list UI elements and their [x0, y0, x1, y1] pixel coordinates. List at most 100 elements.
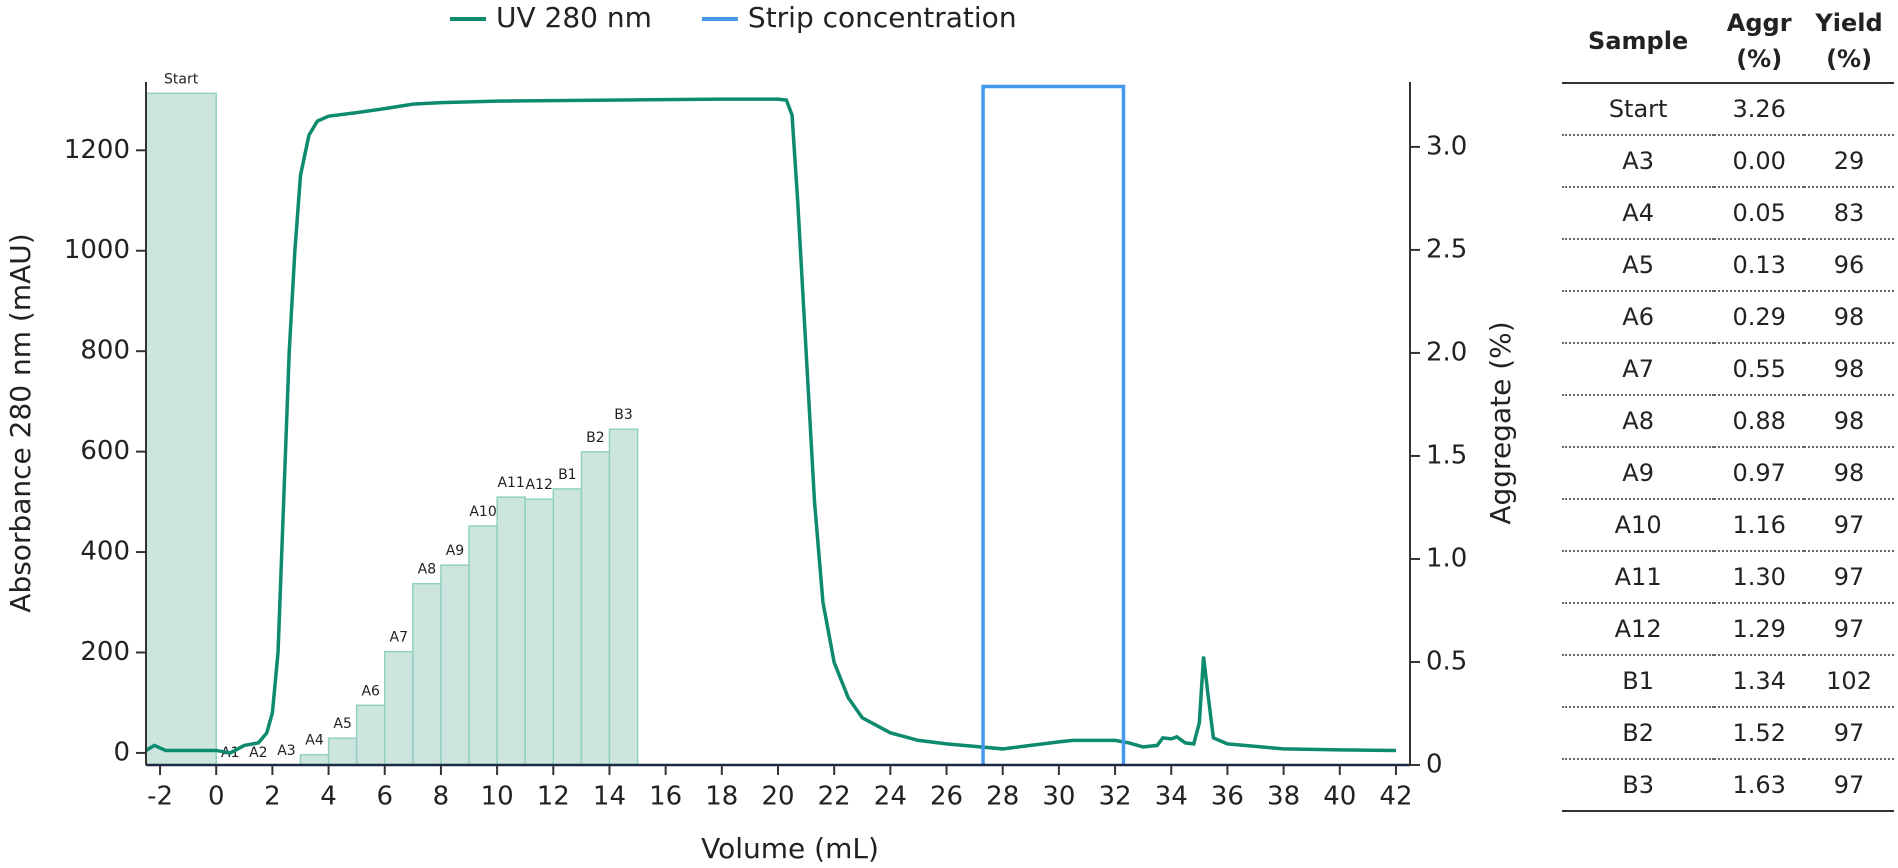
bar-label: A12	[526, 477, 553, 493]
table-cell: B2	[1562, 707, 1715, 760]
table-cell: A3	[1562, 135, 1715, 188]
table-cell: 97	[1804, 759, 1894, 812]
table-cell: 83	[1804, 187, 1894, 240]
y-axis-title: Absorbance 280 nm (mAU)	[4, 233, 37, 612]
bar-label: B1	[558, 467, 577, 483]
table-cell: 0.29	[1714, 291, 1805, 344]
table-cell: 1.30	[1714, 551, 1805, 604]
bar	[327, 737, 358, 766]
bar-label: A9	[446, 543, 464, 559]
x-tick-label: 36	[1211, 782, 1244, 812]
table-row: A3 0.00 29	[1562, 135, 1894, 188]
x-tick-label: 14	[593, 782, 626, 812]
table-cell: 98	[1804, 447, 1894, 500]
table-cell: A12	[1562, 603, 1715, 656]
table-cell: B1	[1562, 655, 1715, 708]
x-tick-label: 10	[481, 782, 514, 812]
summary-table: Sample Aggr (%) Yield (%) Start 3.26 A3 0.00 29…	[1562, 0, 1894, 812]
header-row: Sample Aggr (%) Yield (%)	[1562, 0, 1894, 84]
table-cell: 0.97	[1714, 447, 1805, 500]
table-row: A8 0.88 98	[1562, 395, 1894, 448]
table-cell: 102	[1804, 655, 1894, 708]
legend-label: UV 280 nm	[496, 1, 652, 34]
table-cell: 97	[1804, 551, 1894, 604]
bar-label: A11	[497, 475, 524, 491]
bar	[384, 650, 414, 766]
table-cell: 97	[1804, 499, 1894, 552]
bar	[580, 451, 611, 766]
legend-label: Strip concentration	[748, 1, 1017, 34]
table-row: A6 0.29 98	[1562, 291, 1894, 344]
y2-tick-label: 2.0	[1426, 337, 1467, 367]
table-cell: 96	[1804, 239, 1894, 292]
table-cell: 98	[1804, 343, 1894, 396]
table-row: A4 0.05 83	[1562, 187, 1894, 240]
y-tick-label: 800	[80, 336, 130, 366]
bar	[412, 582, 442, 766]
table-cell: 98	[1804, 395, 1894, 448]
bar-label: A8	[418, 562, 436, 578]
y-tick-label: 1000	[64, 235, 130, 265]
x-tick-label: 28	[986, 782, 1019, 812]
y-tick-label: 200	[80, 637, 130, 667]
table-cell: 0.00	[1714, 135, 1805, 188]
table-row: A9 0.97 98	[1562, 447, 1894, 500]
x-tick-label: 22	[818, 782, 851, 812]
x-tick-label: 38	[1267, 782, 1300, 812]
table-cell: B3	[1562, 759, 1715, 812]
table-row: A5 0.13 96	[1562, 239, 1894, 292]
table-row: B2 1.52 97	[1562, 707, 1894, 760]
table-cell: A6	[1562, 291, 1715, 344]
bar	[440, 564, 470, 766]
bar-label: A6	[361, 683, 380, 699]
table-cell: 0.55	[1714, 343, 1805, 396]
table-cell: 97	[1804, 707, 1894, 760]
table-row: B1 1.34 102	[1562, 655, 1894, 708]
y2-axis-title: Aggregate (%)	[1484, 321, 1517, 524]
y2-tick-label: 0.5	[1426, 646, 1467, 676]
table-cell: A7	[1562, 343, 1715, 396]
x-tick-label: 0	[208, 782, 225, 812]
x-tick-label: 24	[874, 782, 907, 812]
bar-label: A5	[333, 716, 351, 732]
y2-tick-label: 1.0	[1426, 543, 1467, 573]
bar	[355, 704, 386, 766]
column-header: Sample	[1562, 0, 1715, 84]
x-tick-label: 4	[320, 782, 337, 812]
bar	[496, 496, 526, 766]
table-cell: 0.05	[1714, 187, 1805, 240]
bar-label: A3	[277, 743, 295, 759]
x-tick-label: 40	[1323, 782, 1356, 812]
series-line	[981, 84, 1126, 765]
bar-label: A10	[469, 504, 496, 520]
table-row: B3 1.63 97	[1562, 759, 1894, 812]
table-cell: 3.26	[1714, 83, 1805, 136]
x-tick-label: 18	[705, 782, 738, 812]
table-row: A10 1.16 97	[1562, 499, 1894, 552]
table-row: A12 1.29 97	[1562, 603, 1894, 656]
y2-tick-label: 1.5	[1426, 440, 1467, 470]
y2-tick-label: 3.0	[1426, 131, 1467, 161]
table-row: A7 0.55 98	[1562, 343, 1894, 396]
bar-label: A7	[390, 630, 408, 646]
table-row: Start 3.26	[1562, 83, 1894, 136]
table-cell: 0.88	[1714, 395, 1805, 448]
x-tick-label: 2	[264, 782, 281, 812]
column-header: Aggr (%)	[1714, 0, 1805, 84]
x-tick-label: 30	[1042, 782, 1075, 812]
table-cell: 0.13	[1714, 239, 1805, 292]
table-cell: A4	[1562, 187, 1715, 240]
y-tick-label: 400	[80, 537, 130, 567]
table-cell: Start	[1562, 83, 1715, 136]
table-cell: 1.52	[1714, 707, 1805, 760]
table: Sample Aggr (%) Yield (%) Start 3.26 A3 0.00 29…	[1562, 0, 1894, 812]
bar-label: B2	[586, 430, 605, 446]
table-cell: 98	[1804, 291, 1894, 344]
bar	[299, 753, 330, 766]
table-row: A11 1.30 97	[1562, 551, 1894, 604]
column-header: Yield (%)	[1804, 0, 1894, 84]
chart: Volume (mL) Absorbance 280 nm (mAU) Aggr…	[4, 1, 1517, 865]
x-tick-label: 6	[376, 782, 393, 812]
bar-label: Start	[164, 71, 199, 87]
bar-label: A4	[305, 733, 324, 749]
